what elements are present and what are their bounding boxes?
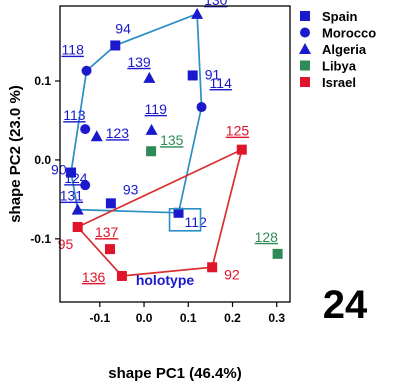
point-marker-119 <box>145 123 158 135</box>
x-tick-label: -0.1 <box>89 311 110 325</box>
point-label-94: 94 <box>115 20 131 36</box>
y-tick-label: 0.0 <box>34 153 51 167</box>
legend-marker-morocco <box>300 27 310 38</box>
point-label-123: 123 <box>106 125 130 141</box>
point-label-119: 119 <box>145 101 168 117</box>
point-marker-92 <box>207 262 218 273</box>
point-marker-118 <box>81 65 92 76</box>
point-marker-94 <box>110 40 121 51</box>
point-label-93: 93 <box>123 181 139 197</box>
point-marker-95 <box>72 222 83 233</box>
legend-label-spain: Spain <box>322 9 357 24</box>
point-label-125: 125 <box>226 123 250 139</box>
point-label-118: 118 <box>62 42 85 58</box>
legend-label-israel: Israel <box>322 75 356 90</box>
point-marker-93 <box>105 198 116 209</box>
point-label-136: 136 <box>82 269 106 285</box>
point-marker-114 <box>196 102 207 113</box>
y-axis-label: shape PC2 (23.0 %) <box>7 85 24 223</box>
point-label-124: 124 <box>64 170 88 186</box>
point-marker-125 <box>236 144 247 155</box>
point-label-113: 113 <box>63 107 86 123</box>
point-marker-112 <box>173 207 184 218</box>
point-label-114: 114 <box>210 75 233 91</box>
y-tick-label: -0.1 <box>30 232 51 246</box>
point-label-91: 91 <box>205 66 221 82</box>
point-label-139: 139 <box>127 54 151 70</box>
point-label-135: 135 <box>160 132 184 148</box>
holotype-label: holotype <box>136 272 195 288</box>
legend-label-morocco: Morocco <box>322 26 376 41</box>
legend-marker-israel <box>300 77 310 87</box>
point-marker-123 <box>90 130 103 142</box>
holotype-box <box>168 208 202 232</box>
holotype-annotation: holotype <box>136 208 202 288</box>
point-label-128: 128 <box>255 229 279 245</box>
point-marker-136 <box>116 270 127 281</box>
x-tick-label: 0.1 <box>180 311 197 325</box>
point-marker-91 <box>187 70 198 81</box>
point-label-112: 112 <box>185 214 208 230</box>
point-marker-139 <box>143 71 156 83</box>
point-marker-128 <box>272 248 283 259</box>
y-tick-label: 0.1 <box>34 74 51 88</box>
x-tick-label: 0.2 <box>224 311 241 325</box>
hull-polygon <box>70 12 203 214</box>
point-marker-90 <box>66 167 77 178</box>
x-tick-label: 0.0 <box>136 311 153 325</box>
point-label-95: 95 <box>58 236 74 252</box>
point-label-131: 131 <box>60 188 84 204</box>
point-marker-137 <box>104 244 115 255</box>
point-label-137: 137 <box>95 224 119 240</box>
x-tick-label: 0.3 <box>268 311 285 325</box>
point-labels: 94 91 90 93 112 118 114 113 124 130 139 119 123 131 13… <box>51 0 278 285</box>
data-points <box>66 7 283 281</box>
point-marker-124 <box>80 180 91 191</box>
plot-frame <box>59 5 291 303</box>
point-marker-113 <box>80 124 91 135</box>
legend-marker-algeria <box>299 43 311 54</box>
legend-marker-spain <box>300 11 310 21</box>
legend-label-libya: Libya <box>322 59 357 74</box>
legend-marker-libya <box>300 60 310 71</box>
point-label-92: 92 <box>224 266 240 282</box>
point-marker-135 <box>146 146 157 157</box>
axis-ticks: -0.1 0.0 0.1 0.2 0.3 -0.1 0.0 0.1 <box>30 74 285 325</box>
legend-label-algeria: Algeria <box>322 42 367 57</box>
point-marker-131 <box>71 203 84 215</box>
panel-number: 24 <box>323 283 368 327</box>
x-axis-label: shape PC1 (46.4%) <box>108 365 241 382</box>
point-label-90: 90 <box>51 162 67 178</box>
point-marker-130 <box>191 7 204 19</box>
point-label-130: 130 <box>204 0 228 8</box>
